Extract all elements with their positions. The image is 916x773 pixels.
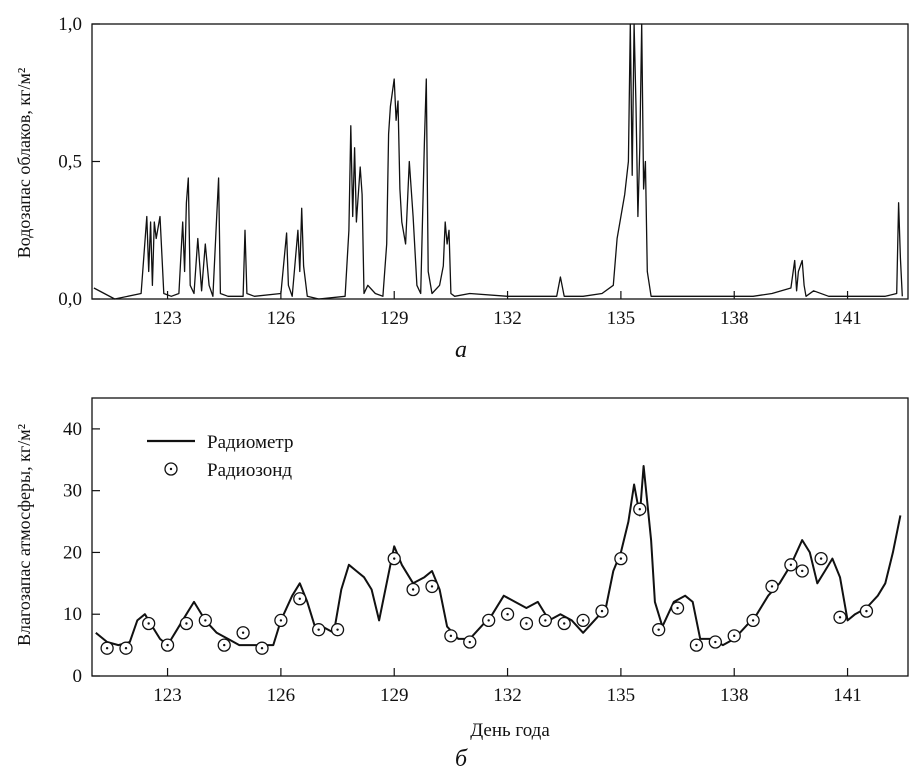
x-tick-label-b: 129 (380, 685, 409, 706)
x-axis-label: День года (470, 720, 550, 741)
radiosonde-point-dot (223, 643, 226, 647)
radiosonde-point-dot (430, 585, 434, 588)
radiosonde-point-dot (865, 609, 868, 613)
y-tick-label-a: 0,5 (58, 152, 82, 173)
x-tick-label-a: 129 (380, 308, 409, 329)
radiosonde-point-dot (733, 634, 736, 638)
x-tick-label-b: 126 (267, 685, 296, 706)
x-tick-label-a: 123 (153, 308, 182, 329)
radiosonde-point-dot (525, 622, 528, 625)
radiosonde-point-dot (657, 628, 660, 631)
x-tick-label-a: 141 (833, 308, 862, 329)
radiosonde-point-dot (619, 557, 623, 560)
panel-b: 123 126 129 132 135 138 141 0 10 20 30 40 Радиометр… (14, 397, 909, 772)
y-axis-label-b: Влагозапас атмосферы, кг/м² (14, 424, 34, 646)
radiosonde-markers (100, 502, 874, 655)
plot-frame-b (91, 397, 909, 677)
x-tick-label-b: 141 (833, 685, 862, 706)
y-tick-label-b: 20 (63, 542, 82, 563)
panel-label-b: б (455, 746, 468, 772)
radiosonde-point-dot (789, 563, 793, 566)
radiosonde-point-dot (581, 619, 585, 622)
radiosonde-point-dot (838, 616, 842, 619)
radiosonde-point-dot (411, 588, 415, 591)
y-tick-label-b: 40 (63, 419, 82, 440)
x-tick-label-a: 138 (720, 308, 749, 329)
legend-label-radiosonde: Радиозонд (207, 460, 292, 481)
x-tick-label-b: 135 (607, 685, 636, 706)
tick-labels-b: 123 126 129 132 135 138 141 0 10 20 30 40 (63, 419, 862, 706)
radiosonde-point-dot (801, 569, 804, 573)
radiosonde-point-dot (124, 647, 128, 650)
y-tick-label-b: 10 (63, 604, 82, 625)
y-tick-label-b: 0 (73, 666, 83, 687)
radiosonde-point-dot (695, 643, 698, 647)
tick-labels-a: 123 126 129 132 135 138 141 0,0 0,5 1,0 (58, 14, 862, 329)
radiosonde-point-dot (166, 643, 169, 647)
radiosonde-point-dot (714, 640, 717, 644)
radiosonde-point-dot (751, 619, 755, 622)
radiosonde-point-dot (317, 628, 320, 631)
radiosonde-point-dot (260, 647, 264, 650)
radiosonde-point-dot (600, 609, 604, 613)
y-tick-label-a: 0,0 (58, 289, 82, 310)
x-tick-label-a: 135 (607, 308, 636, 329)
y-tick-label-b: 30 (63, 481, 82, 502)
y-axis-label-a: Водозапас облаков, кг/м² (14, 68, 34, 259)
panel-label-a: а (455, 337, 467, 363)
radiosonde-point-dot (506, 613, 509, 616)
radiosonde-point-dot (393, 557, 396, 560)
radiosonde-point-dot (298, 597, 301, 600)
x-tick-label-a: 126 (267, 308, 296, 329)
radiosonde-point-dot (563, 622, 566, 625)
radiosonde-point-dot (770, 585, 774, 588)
radiosonde-point-dot (204, 619, 207, 622)
legend: Радиометр Радиозонд (147, 432, 293, 481)
x-tick-label-a: 132 (493, 308, 522, 329)
radiosonde-point-dot (638, 508, 641, 511)
panel-a: 123 126 129 132 135 138 141 0,0 0,5 1,0 Водозапас… (14, 14, 909, 363)
legend-marker-dot (169, 467, 173, 471)
radiosonde-point-dot (819, 557, 823, 560)
y-tick-label-a: 1,0 (58, 14, 82, 35)
radiosonde-point-dot (105, 647, 109, 650)
x-tick-label-b: 132 (493, 685, 522, 706)
radiosonde-point-dot (544, 619, 547, 622)
cloud-water-line (93, 23, 903, 300)
x-tick-label-b: 138 (720, 685, 749, 706)
radiometer-line (95, 465, 902, 647)
legend-label-radiometer: Радиометр (207, 432, 293, 453)
radiosonde-point-dot (241, 631, 245, 634)
radiosonde-point-dot (185, 622, 188, 625)
radiosonde-point-dot (676, 606, 679, 610)
radiosonde-point-dot (487, 619, 490, 622)
radiosonde-point-dot (147, 622, 150, 625)
radiosonde-point-dot (468, 640, 471, 644)
radiosonde-point-dot (279, 619, 283, 622)
radiosonde-point-dot (336, 628, 339, 631)
radiosonde-point-dot (449, 634, 453, 638)
x-tick-label-b: 123 (153, 685, 182, 706)
